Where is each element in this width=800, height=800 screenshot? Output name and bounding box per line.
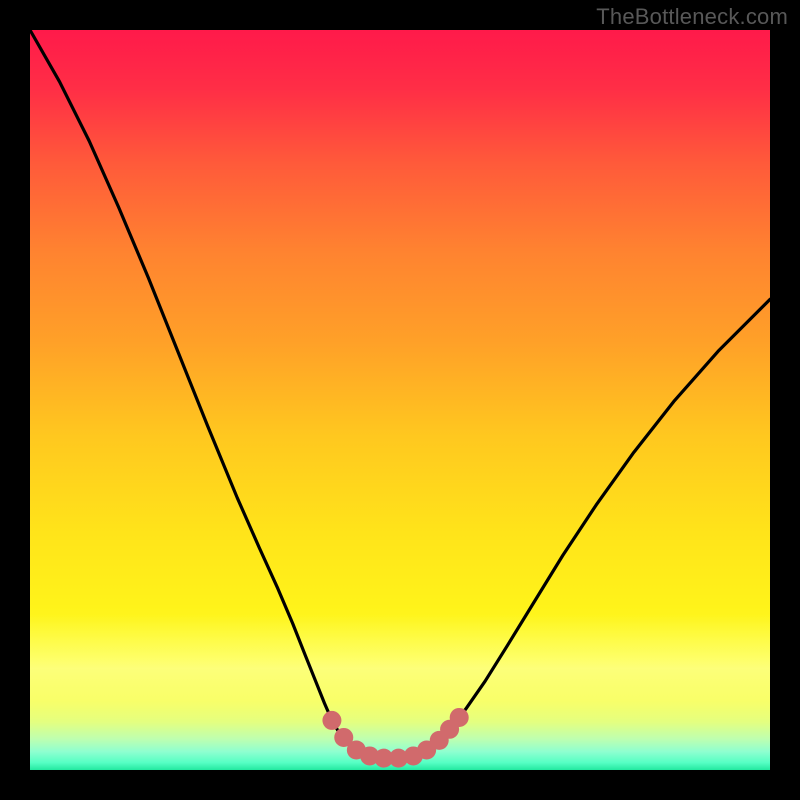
pale-band: [30, 615, 770, 722]
chart-frame: TheBottleneck.com: [0, 0, 800, 800]
valley-marker: [450, 708, 469, 727]
bottleneck-chart: [0, 0, 800, 800]
watermark-text: TheBottleneck.com: [596, 4, 788, 30]
valley-marker: [322, 711, 341, 730]
